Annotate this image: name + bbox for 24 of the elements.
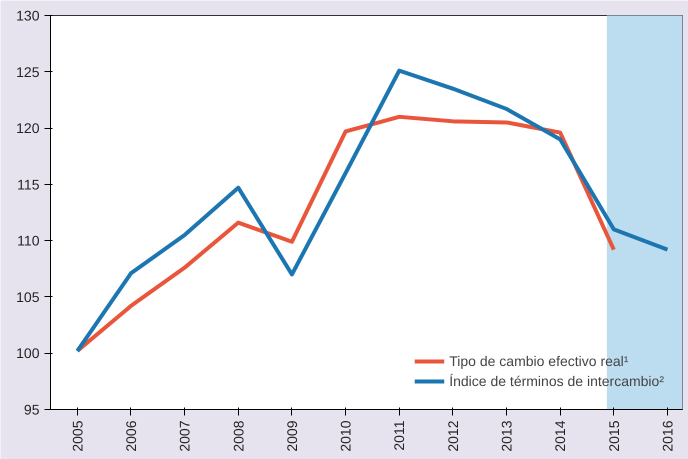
x-tick-label: 2012 <box>444 420 461 452</box>
line-series <box>75 68 670 353</box>
line-series <box>75 114 616 353</box>
legend-label: Índice de términos de intercambio² <box>449 373 664 389</box>
x-tick-label: 2006 <box>122 420 139 452</box>
y-tick-label: 95 <box>24 402 40 418</box>
x-tick-label: 2009 <box>284 420 300 452</box>
x-tick-label: 2005 <box>69 420 86 452</box>
x-tick-label: 2010 <box>338 420 354 452</box>
y-tick-label: 130 <box>16 8 40 24</box>
y-tick-label: 115 <box>17 176 40 192</box>
x-tick-label: 2008 <box>230 420 246 452</box>
y-tick-label: 120 <box>16 120 40 136</box>
y-tick-label: 110 <box>17 232 40 249</box>
x-tick-label: 2013 <box>498 420 515 452</box>
y-tick-label: 105 <box>16 288 40 305</box>
x-tick-label: 2011 <box>391 420 408 451</box>
x-tick-label: 2016 <box>659 420 676 452</box>
legend-label: Tipo de cambio efectivo real¹ <box>449 353 628 369</box>
x-tick-label: 2014 <box>552 420 568 452</box>
x-tick-label: 2007 <box>176 420 193 452</box>
y-tick-label: 125 <box>16 64 40 80</box>
x-tick-label: 2015 <box>606 420 622 452</box>
y-tick-label: 100 <box>16 345 40 362</box>
